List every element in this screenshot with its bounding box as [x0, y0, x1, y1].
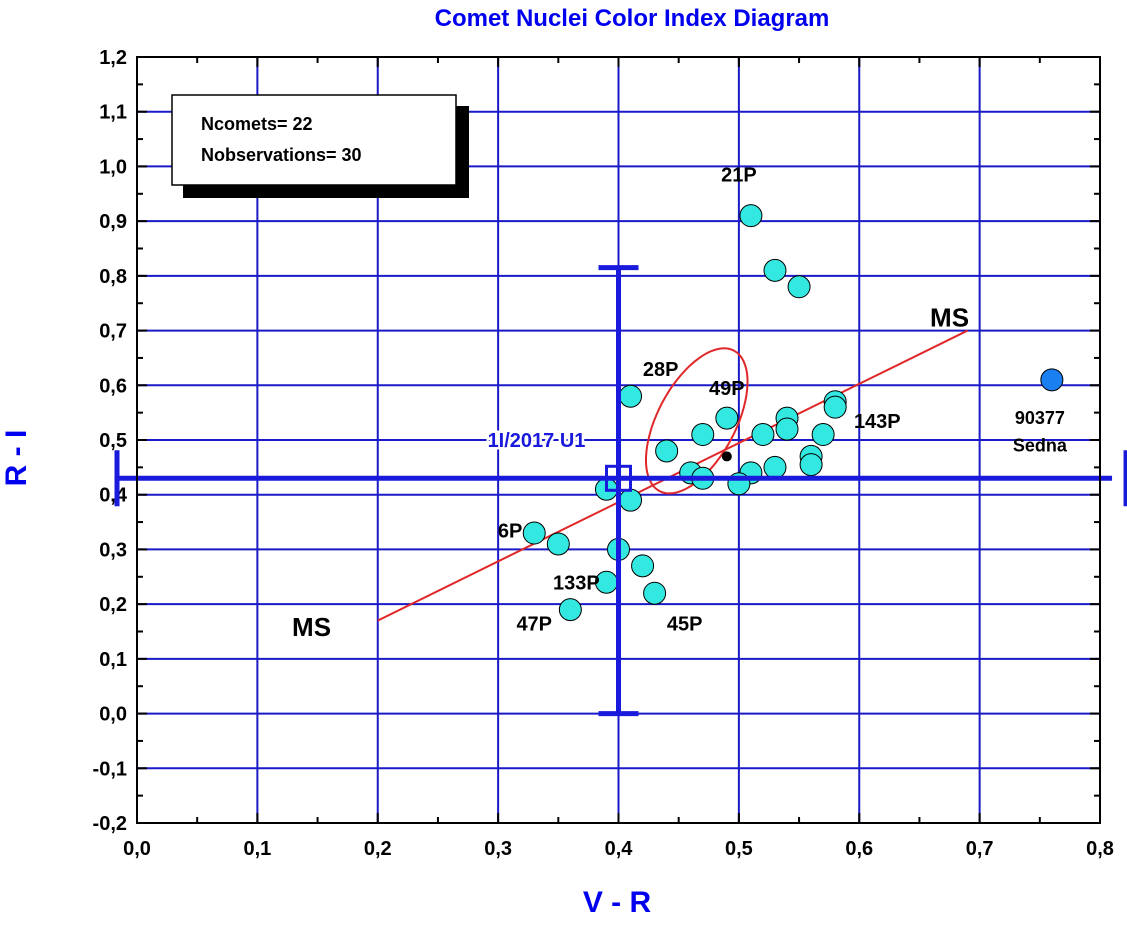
x-tick-label: 0,2 [364, 838, 392, 860]
x-axis-label: V - R [583, 886, 652, 919]
mean-point [721, 451, 732, 462]
comet-point [655, 439, 679, 463]
comet-point [522, 521, 546, 545]
ellipse-curve [645, 347, 749, 495]
comet-point [763, 258, 787, 282]
comet-point [619, 488, 643, 512]
comet-point [799, 453, 823, 477]
comet-points [522, 204, 847, 622]
sedna-point [1040, 368, 1064, 392]
comet-point [643, 581, 667, 605]
comet-point [631, 554, 655, 578]
y-axis-label: R - I [0, 430, 33, 487]
comet-point [823, 395, 847, 419]
y-tick-label: 0,3 [99, 539, 127, 561]
info-box-panel [171, 94, 457, 186]
y-tick-label: 0,8 [99, 266, 127, 288]
x-tick-label: 0,8 [1086, 838, 1114, 860]
comet-point [619, 384, 643, 408]
plot-area: 21P 28P 49P 143P 6P 133P 47P 45P MS MS 1… [114, 165, 1127, 717]
x-tick-label: 0,6 [845, 838, 873, 860]
y-tick-label: 1,0 [99, 156, 127, 178]
chart-title: Comet Nuclei Color Index Diagram [435, 5, 830, 32]
y-tick-label: -0,2 [93, 813, 127, 835]
comet-point [739, 204, 763, 228]
info-ncomets: Ncomets= 22 [201, 114, 313, 134]
y-tick-label: 0,5 [99, 430, 127, 452]
info-nobservations: Nobservations= 30 [201, 145, 362, 165]
x-tick-label: 0,7 [966, 838, 994, 860]
y-tick-label: 0,6 [99, 375, 127, 397]
ms-label: MS [292, 612, 331, 642]
point-label: 21P [721, 165, 757, 187]
x-tick-label: 0,3 [484, 838, 512, 860]
comet-point [787, 275, 811, 299]
point-label: 28P [643, 359, 679, 381]
y-tick-label: 1,2 [99, 47, 127, 69]
comet-point [691, 423, 715, 447]
y-tick-label: 0,1 [99, 649, 127, 671]
ms-label: MS [930, 303, 969, 333]
y-tick-label: 0,7 [99, 321, 127, 343]
x-tick-label: 0,1 [243, 838, 271, 860]
x-tick-label: 0,0 [123, 838, 151, 860]
sedna-label: Sedna [1013, 435, 1068, 455]
point-label: 143P [854, 411, 901, 433]
comet-point [546, 532, 570, 556]
point-label: 6P [498, 520, 522, 542]
plot-frame [136, 56, 1101, 824]
comet-point [811, 423, 835, 447]
x-tick-label: 0,5 [725, 838, 753, 860]
y-tick-labels: 1,2 1,1 1,0 0,9 0,8 0,7 0,6 0,5 0,4 0,3 … [93, 47, 128, 835]
1I-label: 1I/2017 U1 [488, 430, 586, 452]
point-label: 47P [516, 613, 552, 635]
comet-point [775, 417, 799, 441]
comet-point [715, 406, 739, 430]
x-tick-label: 0,4 [605, 838, 634, 860]
ms-line [377, 329, 969, 622]
point-label: 133P [553, 572, 600, 594]
comet-point [558, 598, 582, 622]
y-tick-label: 0,4 [99, 485, 128, 507]
info-box: Ncomets= 22 Nobservations= 30 [171, 94, 469, 198]
comet-point [751, 423, 775, 447]
point-label: 49P [709, 378, 745, 400]
point-label: 45P [667, 613, 703, 635]
y-tick-label: 1,1 [99, 102, 127, 124]
x-tick-labels: 0,0 0,1 0,2 0,3 0,4 0,5 0,6 0,7 0,8 [123, 838, 1114, 860]
sedna-label: 90377 [1015, 408, 1065, 428]
y-tick-label: 0,9 [99, 211, 127, 233]
comet-point [763, 455, 787, 479]
y-tick-label: 0,2 [99, 594, 127, 616]
y-tick-label: 0,0 [99, 704, 127, 726]
y-tick-label: -0,1 [93, 758, 127, 780]
